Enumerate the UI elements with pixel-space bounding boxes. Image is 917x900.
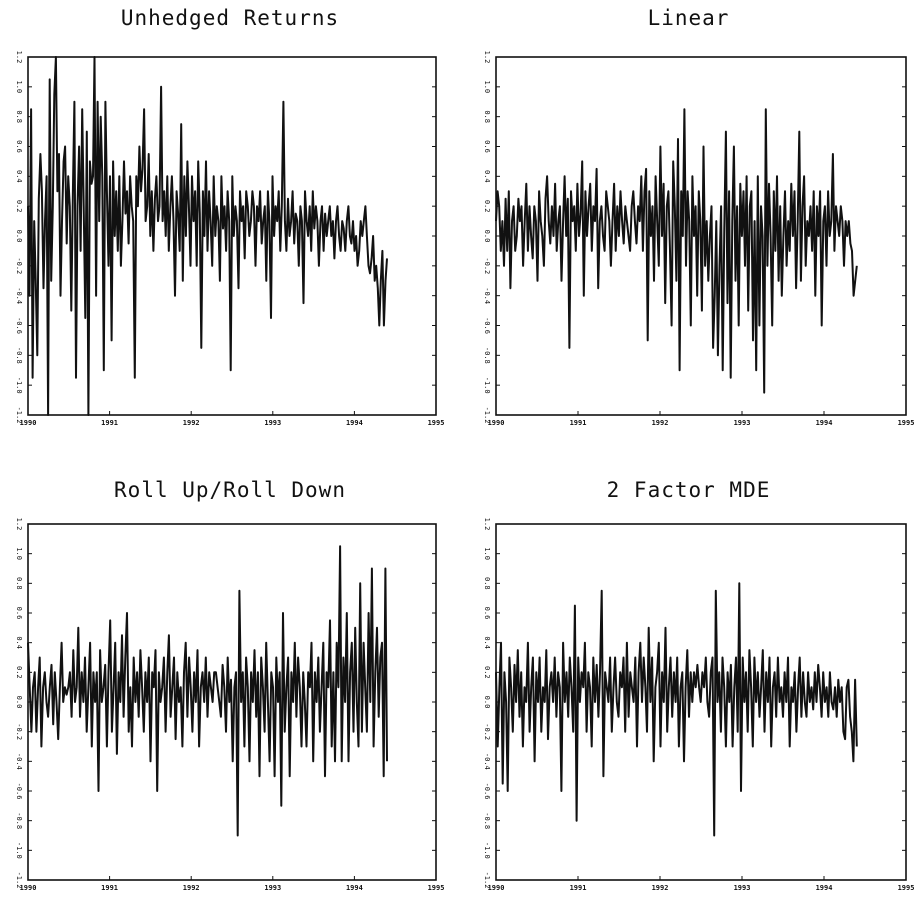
chart-title-rollup: Roll Up/Roll Down: [114, 478, 346, 502]
y-tick-label: -0.6: [483, 317, 491, 334]
y-tick-label: 1.2: [15, 51, 23, 64]
x-tick-label: 1995: [428, 884, 445, 892]
chart-svg-rollup: 1.2 1.0 0.8 0.6 0.4 0.2 0.0 -0.2 -0.4 -0.6 -0.8 -1.…: [15, 518, 445, 892]
x-tick-label: 1991: [570, 884, 587, 892]
y-tick-label: 1.2: [483, 51, 491, 64]
chart-svg-mde: 1.2 1.0 0.8 0.6 0.4 0.2 0.0 -0.2 -0.4 -0.6 -0.8 -1.…: [483, 518, 915, 892]
y-tick-label: -0.2: [15, 257, 23, 274]
series-line-0: [495, 582, 858, 837]
x-tick-label: 1992: [183, 419, 200, 427]
y-tick-label: -1.2: [483, 407, 491, 424]
y-tick-label: 1.0: [15, 81, 23, 94]
y-tick-label: -0.2: [15, 723, 23, 740]
y-tick-label: -0.8: [15, 347, 23, 364]
series-line-0: [27, 545, 388, 837]
y-tick-label: -0.8: [15, 812, 23, 829]
x-tick-label: 1994: [346, 884, 363, 892]
y-tick-label: -0.6: [15, 783, 23, 800]
y-tick-label: 0.2: [483, 666, 491, 679]
x-tick-label: 1990: [20, 884, 37, 892]
y-tick-label: -1.2: [483, 872, 491, 889]
y-tick-label: 0.6: [483, 607, 491, 620]
y-tick-label: -1.0: [483, 842, 491, 859]
x-tick-label: 1991: [101, 884, 118, 892]
x-tick-label: 1990: [488, 419, 505, 427]
x-tick-label: 1994: [816, 884, 833, 892]
y-tick-label: 0.2: [15, 666, 23, 679]
y-tick-label: 1.0: [483, 81, 491, 94]
y-tick-label: -0.6: [483, 783, 491, 800]
x-tick-label: 1993: [264, 884, 281, 892]
y-tick-label: -0.2: [483, 723, 491, 740]
y-tick-label: 0.8: [483, 577, 491, 590]
x-tick-label: 1992: [183, 884, 200, 892]
x-tick-label: 1995: [428, 419, 445, 427]
y-tick-label: 0.6: [15, 140, 23, 153]
chart-panel-rollup: Roll Up/Roll Down 1.2 1.0 0.8 0.6 0.4 0.2 0.0 -…: [0, 460, 460, 900]
y-tick-label: 1.2: [483, 518, 491, 531]
x-tick-label: 1995: [898, 419, 915, 427]
y-tick-label: 1.0: [15, 547, 23, 560]
y-tick-label: 1.0: [483, 547, 491, 560]
x-tick-label: 1993: [734, 884, 751, 892]
x-tick-label: 1993: [734, 419, 751, 427]
series-line-0: [495, 108, 858, 394]
x-tick-label: 1995: [898, 884, 915, 892]
y-tick-label: 0.8: [15, 110, 23, 123]
y-tick-label: -1.0: [15, 377, 23, 394]
y-tick-label: -0.4: [483, 287, 491, 304]
y-tick-label: -1.0: [483, 377, 491, 394]
y-tick-label: -1.2: [15, 407, 23, 424]
chart-title-mde: 2 Factor MDE: [606, 478, 771, 502]
y-tick-label: -1.0: [15, 842, 23, 859]
y-tick-label: 0.6: [483, 140, 491, 153]
chart-title-linear: Linear: [647, 6, 730, 30]
y-tick-label: 0.2: [15, 200, 23, 213]
y-tick-label: 0.0: [483, 696, 491, 709]
chart-panel-linear: Linear 1.2 1.0 0.8 0.6 0.4 0.2 0.0 -0.2 -0.4 -0.6…: [460, 0, 917, 440]
x-tick-label: 1992: [652, 884, 669, 892]
y-tick-label: 0.2: [483, 200, 491, 213]
y-tick-label: -0.8: [483, 347, 491, 364]
x-tick-label: 1991: [101, 419, 118, 427]
chart-panel-mde: 2 Factor MDE 1.2 1.0 0.8 0.6 0.4 0.2 0.0 -0.2 -0…: [460, 460, 917, 900]
chart-title-unhedged: Unhedged Returns: [120, 6, 340, 30]
x-tick-label: 1991: [570, 419, 587, 427]
x-tick-label: 1994: [346, 419, 363, 427]
y-tick-label: -0.4: [15, 753, 23, 770]
y-tick-label: 0.0: [15, 696, 23, 709]
chart-svg-linear: 1.2 1.0 0.8 0.6 0.4 0.2 0.0 -0.2 -0.4 -0.6 -0.8 -1.…: [483, 51, 915, 427]
series-line-0: [27, 56, 388, 416]
y-tick-label: 0.0: [15, 230, 23, 243]
y-tick-label: 0.4: [15, 170, 23, 183]
x-tick-label: 1990: [20, 419, 37, 427]
y-tick-label: -0.4: [15, 287, 23, 304]
y-tick-label: 0.4: [483, 636, 491, 649]
y-tick-label: 0.4: [483, 170, 491, 183]
x-tick-label: 1994: [816, 419, 833, 427]
y-tick-label: 0.8: [483, 110, 491, 123]
x-tick-label: 1993: [264, 419, 281, 427]
y-tick-label: 0.4: [15, 636, 23, 649]
y-tick-label: 0.8: [15, 577, 23, 590]
y-tick-label: 0.6: [15, 607, 23, 620]
chart-panel-unhedged: Unhedged Returns 1.2 1.0 0.8 0.6 0.4 0.2 0.0 -0…: [0, 0, 460, 440]
y-tick-label: -0.2: [483, 257, 491, 274]
y-tick-label: -0.6: [15, 317, 23, 334]
y-tick-label: 0.0: [483, 230, 491, 243]
y-tick-label: 1.2: [15, 518, 23, 531]
x-tick-label: 1992: [652, 419, 669, 427]
x-tick-label: 1990: [488, 884, 505, 892]
y-tick-label: -1.2: [15, 872, 23, 889]
chart-svg-unhedged: 1.2 1.0 0.8 0.6 0.4 0.2 0.0 -0.2 -0.4 -0.6 -0.8 -1.…: [15, 51, 445, 427]
y-tick-label: -0.8: [483, 812, 491, 829]
y-tick-label: -0.4: [483, 753, 491, 770]
